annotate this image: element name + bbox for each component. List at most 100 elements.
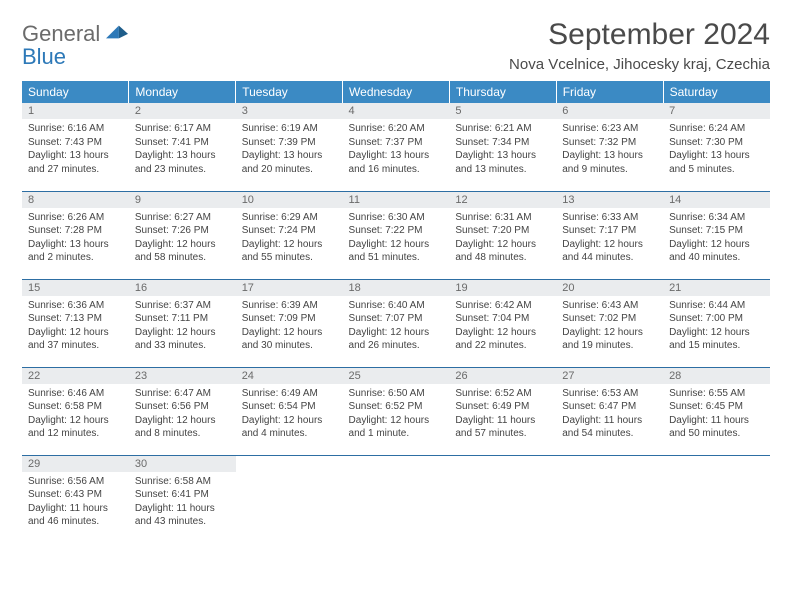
sunset-text: Sunset: 6:41 PM xyxy=(135,488,230,502)
calendar-cell: 15Sunrise: 6:36 AMSunset: 7:13 PMDayligh… xyxy=(22,279,129,367)
day-content: Sunrise: 6:39 AMSunset: 7:09 PMDaylight:… xyxy=(236,296,343,357)
sunrise-text: Sunrise: 6:53 AM xyxy=(562,387,657,401)
sunrise-text: Sunrise: 6:33 AM xyxy=(562,211,657,225)
calendar-cell: 14Sunrise: 6:34 AMSunset: 7:15 PMDayligh… xyxy=(663,191,770,279)
sunrise-text: Sunrise: 6:34 AM xyxy=(669,211,764,225)
daylight-text: Daylight: 13 hours and 5 minutes. xyxy=(669,149,764,176)
day-number: 15 xyxy=(22,280,129,296)
day-number: 4 xyxy=(343,103,450,119)
calendar-cell: 2Sunrise: 6:17 AMSunset: 7:41 PMDaylight… xyxy=(129,103,236,191)
calendar-cell: 26Sunrise: 6:52 AMSunset: 6:49 PMDayligh… xyxy=(449,367,556,455)
day-content: Sunrise: 6:21 AMSunset: 7:34 PMDaylight:… xyxy=(449,119,556,180)
calendar-cell: 5Sunrise: 6:21 AMSunset: 7:34 PMDaylight… xyxy=(449,103,556,191)
calendar-cell xyxy=(236,455,343,543)
calendar-page: General Blue September 2024 Nova Vcelnic… xyxy=(0,0,792,553)
calendar-cell: 24Sunrise: 6:49 AMSunset: 6:54 PMDayligh… xyxy=(236,367,343,455)
sunset-text: Sunset: 6:49 PM xyxy=(455,400,550,414)
sunset-text: Sunset: 7:09 PM xyxy=(242,312,337,326)
sunrise-text: Sunrise: 6:58 AM xyxy=(135,475,230,489)
day-number: 26 xyxy=(449,368,556,384)
sunrise-text: Sunrise: 6:23 AM xyxy=(562,122,657,136)
daylight-text: Daylight: 12 hours and 30 minutes. xyxy=(242,326,337,353)
calendar-cell: 3Sunrise: 6:19 AMSunset: 7:39 PMDaylight… xyxy=(236,103,343,191)
day-content: Sunrise: 6:16 AMSunset: 7:43 PMDaylight:… xyxy=(22,119,129,180)
daylight-text: Daylight: 12 hours and 44 minutes. xyxy=(562,238,657,265)
sunset-text: Sunset: 7:02 PM xyxy=(562,312,657,326)
daylight-text: Daylight: 12 hours and 58 minutes. xyxy=(135,238,230,265)
calendar-cell: 10Sunrise: 6:29 AMSunset: 7:24 PMDayligh… xyxy=(236,191,343,279)
daylight-text: Daylight: 12 hours and 8 minutes. xyxy=(135,414,230,441)
sunrise-text: Sunrise: 6:43 AM xyxy=(562,299,657,313)
sunrise-text: Sunrise: 6:31 AM xyxy=(455,211,550,225)
daylight-text: Daylight: 12 hours and 51 minutes. xyxy=(349,238,444,265)
daylight-text: Daylight: 13 hours and 23 minutes. xyxy=(135,149,230,176)
day-content: Sunrise: 6:49 AMSunset: 6:54 PMDaylight:… xyxy=(236,384,343,445)
sunset-text: Sunset: 7:28 PM xyxy=(28,224,123,238)
sunset-text: Sunset: 7:07 PM xyxy=(349,312,444,326)
weekday-header: Tuesday xyxy=(236,81,343,103)
sunrise-text: Sunrise: 6:27 AM xyxy=(135,211,230,225)
calendar-cell: 16Sunrise: 6:37 AMSunset: 7:11 PMDayligh… xyxy=(129,279,236,367)
sunset-text: Sunset: 6:58 PM xyxy=(28,400,123,414)
calendar-cell: 30Sunrise: 6:58 AMSunset: 6:41 PMDayligh… xyxy=(129,455,236,543)
weekday-header: Friday xyxy=(556,81,663,103)
day-number: 19 xyxy=(449,280,556,296)
sunset-text: Sunset: 7:43 PM xyxy=(28,136,123,150)
day-content: Sunrise: 6:33 AMSunset: 7:17 PMDaylight:… xyxy=(556,208,663,269)
daylight-text: Daylight: 12 hours and 22 minutes. xyxy=(455,326,550,353)
day-content: Sunrise: 6:26 AMSunset: 7:28 PMDaylight:… xyxy=(22,208,129,269)
daylight-text: Daylight: 11 hours and 57 minutes. xyxy=(455,414,550,441)
sunrise-text: Sunrise: 6:44 AM xyxy=(669,299,764,313)
calendar-cell xyxy=(556,455,663,543)
daylight-text: Daylight: 12 hours and 19 minutes. xyxy=(562,326,657,353)
sunrise-text: Sunrise: 6:17 AM xyxy=(135,122,230,136)
sunset-text: Sunset: 6:52 PM xyxy=(349,400,444,414)
sunset-text: Sunset: 7:26 PM xyxy=(135,224,230,238)
day-number: 3 xyxy=(236,103,343,119)
logo-line1: General xyxy=(22,21,100,46)
weekday-header: Saturday xyxy=(663,81,770,103)
day-number: 11 xyxy=(343,192,450,208)
sunrise-text: Sunrise: 6:56 AM xyxy=(28,475,123,489)
day-number: 27 xyxy=(556,368,663,384)
day-content: Sunrise: 6:34 AMSunset: 7:15 PMDaylight:… xyxy=(663,208,770,269)
calendar-cell: 21Sunrise: 6:44 AMSunset: 7:00 PMDayligh… xyxy=(663,279,770,367)
sunset-text: Sunset: 7:15 PM xyxy=(669,224,764,238)
daylight-text: Daylight: 12 hours and 26 minutes. xyxy=(349,326,444,353)
calendar-cell: 12Sunrise: 6:31 AMSunset: 7:20 PMDayligh… xyxy=(449,191,556,279)
day-content: Sunrise: 6:44 AMSunset: 7:00 PMDaylight:… xyxy=(663,296,770,357)
sunrise-text: Sunrise: 6:20 AM xyxy=(349,122,444,136)
sunset-text: Sunset: 7:00 PM xyxy=(669,312,764,326)
daylight-text: Daylight: 12 hours and 33 minutes. xyxy=(135,326,230,353)
sunset-text: Sunset: 7:32 PM xyxy=(562,136,657,150)
sunset-text: Sunset: 7:04 PM xyxy=(455,312,550,326)
logo-line2: Blue xyxy=(22,44,66,69)
daylight-text: Daylight: 13 hours and 2 minutes. xyxy=(28,238,123,265)
day-number: 29 xyxy=(22,456,129,472)
sunrise-text: Sunrise: 6:16 AM xyxy=(28,122,123,136)
day-number: 9 xyxy=(129,192,236,208)
daylight-text: Daylight: 13 hours and 16 minutes. xyxy=(349,149,444,176)
day-number: 8 xyxy=(22,192,129,208)
day-number: 2 xyxy=(129,103,236,119)
calendar-cell: 13Sunrise: 6:33 AMSunset: 7:17 PMDayligh… xyxy=(556,191,663,279)
daylight-text: Daylight: 13 hours and 13 minutes. xyxy=(455,149,550,176)
calendar-cell xyxy=(663,455,770,543)
daylight-text: Daylight: 12 hours and 15 minutes. xyxy=(669,326,764,353)
page-title: September 2024 xyxy=(509,18,770,52)
daylight-text: Daylight: 11 hours and 54 minutes. xyxy=(562,414,657,441)
day-content: Sunrise: 6:58 AMSunset: 6:41 PMDaylight:… xyxy=(129,472,236,533)
day-number: 23 xyxy=(129,368,236,384)
sunset-text: Sunset: 7:11 PM xyxy=(135,312,230,326)
day-number: 7 xyxy=(663,103,770,119)
daylight-text: Daylight: 12 hours and 40 minutes. xyxy=(669,238,764,265)
page-subtitle: Nova Vcelnice, Jihocesky kraj, Czechia xyxy=(509,56,770,73)
day-number: 24 xyxy=(236,368,343,384)
daylight-text: Daylight: 12 hours and 4 minutes. xyxy=(242,414,337,441)
sunrise-text: Sunrise: 6:37 AM xyxy=(135,299,230,313)
sunset-text: Sunset: 7:39 PM xyxy=(242,136,337,150)
calendar-cell: 9 Sunrise: 6:27 AMSunset: 7:26 PMDaylight… xyxy=(129,191,236,279)
sunset-text: Sunset: 7:41 PM xyxy=(135,136,230,150)
sunset-text: Sunset: 7:37 PM xyxy=(349,136,444,150)
day-content: Sunrise: 6:17 AMSunset: 7:41 PMDaylight:… xyxy=(129,119,236,180)
